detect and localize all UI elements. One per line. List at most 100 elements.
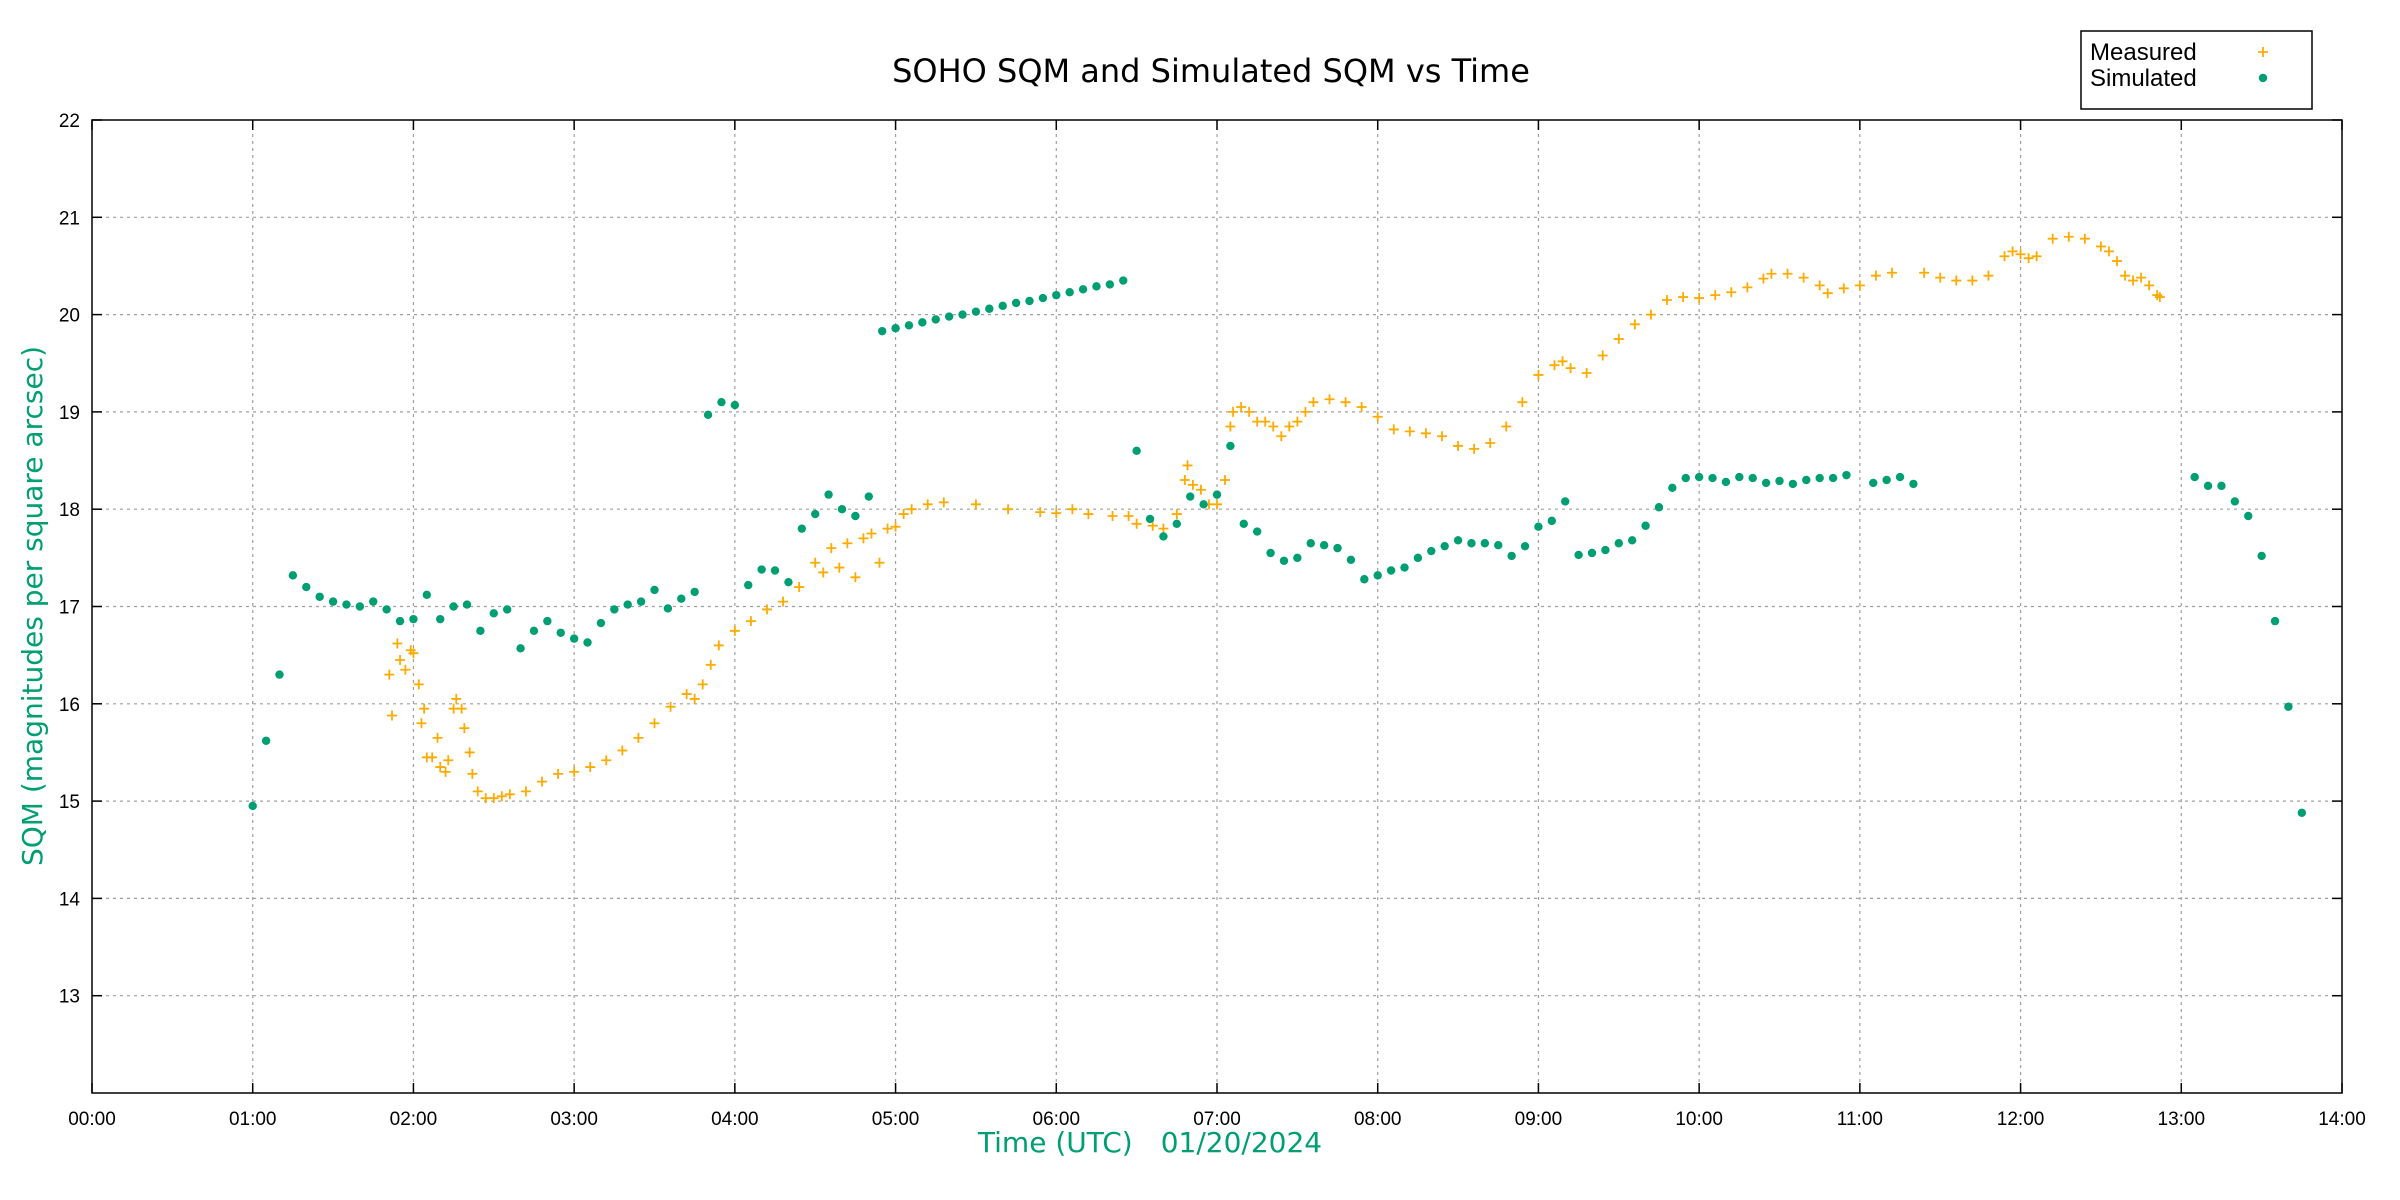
point-simulated: [931, 315, 940, 324]
point-simulated: [1145, 514, 1155, 524]
point-measured: [1067, 504, 1078, 515]
y-tick-label: 19: [59, 403, 80, 424]
legend: Measured Simulated: [2080, 30, 2313, 110]
point-measured: [665, 701, 676, 712]
point-measured: [1951, 275, 1962, 286]
point-measured: [537, 776, 547, 787]
point-measured: [810, 557, 821, 568]
point-simulated: [1828, 473, 1838, 483]
point-measured: [1581, 367, 1592, 378]
point-measured: [427, 752, 438, 763]
point-measured: [1935, 272, 1946, 283]
point-measured: [384, 669, 395, 680]
point-measured: [2112, 256, 2122, 267]
point-measured: [459, 723, 470, 734]
x-axis-label-text: Time (UTC): [977, 1126, 1133, 1159]
point-measured: [1123, 511, 1134, 522]
point-measured: [794, 582, 805, 593]
point-measured: [874, 557, 885, 568]
point-measured: [2023, 253, 2034, 264]
point-simulated: [824, 490, 833, 499]
y-tick-label: 14: [59, 889, 81, 910]
point-simulated: [851, 511, 860, 521]
point-simulated: [985, 304, 994, 313]
point-simulated: [328, 597, 338, 606]
point-measured: [496, 791, 507, 802]
point-simulated: [556, 628, 565, 637]
point-simulated: [1065, 288, 1074, 297]
point-simulated: [1199, 500, 1208, 509]
point-measured: [1814, 280, 1825, 291]
point-measured: [1107, 511, 1118, 522]
point-measured: [1565, 363, 1576, 374]
point-simulated: [1547, 516, 1557, 526]
point-measured: [1158, 523, 1169, 534]
point-measured: [400, 664, 411, 675]
point-measured: [1798, 272, 1809, 283]
point-simulated: [436, 614, 445, 624]
x-tick-label: 10:00: [1675, 1109, 1723, 1130]
point-measured: [1533, 369, 1544, 380]
point-measured: [1179, 475, 1190, 486]
point-measured: [745, 616, 756, 627]
point-measured: [1983, 270, 1994, 281]
axis-ticks: 00:00 01:00 02:00 03:00 04:00 05:00 06:00 07:00…: [59, 111, 2366, 1130]
point-simulated: [623, 600, 632, 609]
point-simulated: [1694, 472, 1704, 482]
point-simulated: [663, 604, 673, 613]
point-measured: [419, 703, 430, 714]
point-measured: [395, 655, 406, 666]
point-simulated: [1668, 483, 1677, 492]
point-measured: [842, 538, 853, 549]
point-simulated: [1520, 541, 1530, 551]
point-simulated: [770, 566, 780, 575]
x-tick-label: 12:00: [1997, 1109, 2045, 1130]
point-measured: [585, 762, 596, 773]
x-tick-label: 06:00: [1033, 1109, 1081, 1130]
data-marks: [248, 231, 2307, 817]
point-simulated: [1239, 519, 1248, 528]
point-measured: [1549, 360, 1560, 371]
point-measured: [1260, 416, 1271, 427]
point-measured: [1003, 504, 1014, 515]
point-simulated: [1627, 536, 1637, 545]
point-measured: [705, 659, 716, 670]
y-axis-label: SQM (magnitudes per square arcsec): [16, 346, 49, 866]
point-simulated: [2203, 481, 2213, 491]
point-measured: [858, 533, 869, 544]
point-measured: [2154, 292, 2165, 303]
point-measured: [1919, 267, 1930, 278]
point-simulated: [1172, 519, 1182, 528]
point-measured: [408, 648, 419, 659]
point-simulated: [877, 326, 887, 336]
point-simulated: [342, 600, 351, 609]
point-measured: [456, 703, 467, 714]
point-simulated: [1159, 532, 1168, 541]
point-simulated: [2244, 511, 2253, 521]
point-measured: [834, 562, 845, 573]
point-simulated: [1882, 475, 1891, 485]
point-measured: [1244, 406, 1255, 417]
point-measured: [1300, 406, 1311, 417]
point-simulated: [1252, 527, 1262, 536]
point-simulated: [730, 400, 740, 410]
point-measured: [1308, 397, 1319, 408]
point-measured: [413, 679, 424, 690]
point-simulated: [596, 618, 606, 628]
point-simulated: [476, 626, 485, 636]
point-measured: [1629, 319, 1640, 330]
x-tick-label: 05:00: [872, 1109, 920, 1130]
point-measured: [2079, 233, 2090, 244]
point-simulated: [543, 616, 552, 626]
point-measured: [440, 766, 451, 777]
point-simulated: [958, 310, 967, 319]
point-measured: [1187, 479, 1198, 490]
point-measured: [443, 755, 454, 766]
point-measured: [633, 732, 644, 743]
point-measured: [451, 693, 462, 704]
point-measured: [1131, 518, 1142, 529]
point-simulated: [998, 301, 1007, 311]
point-measured: [553, 768, 564, 779]
x-tick-label: 00:00: [68, 1109, 116, 1130]
legend-label-measured: Measured: [2090, 39, 2197, 66]
